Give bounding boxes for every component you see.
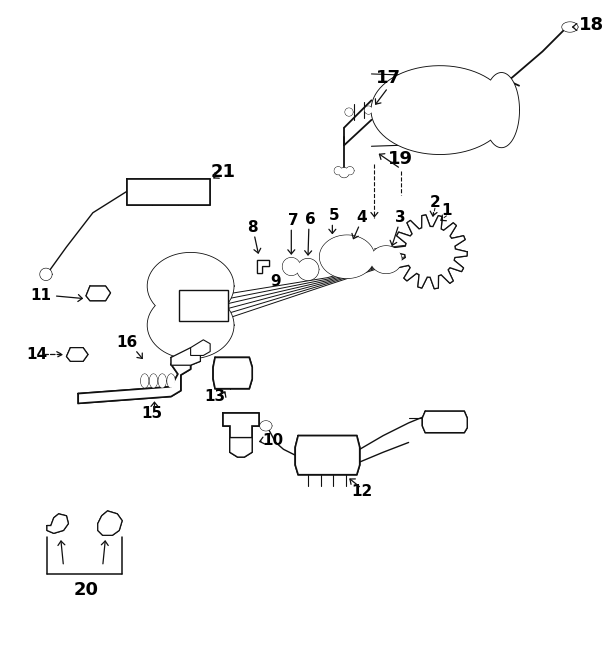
- Text: 4: 4: [356, 210, 367, 225]
- Text: 9: 9: [270, 274, 281, 289]
- Polygon shape: [370, 246, 402, 274]
- Text: 18: 18: [579, 16, 604, 34]
- Polygon shape: [295, 436, 360, 475]
- Polygon shape: [127, 179, 210, 205]
- Polygon shape: [230, 438, 252, 457]
- Text: 17: 17: [376, 69, 401, 87]
- Text: 14: 14: [27, 347, 48, 362]
- Polygon shape: [378, 253, 394, 266]
- Polygon shape: [346, 167, 354, 175]
- Polygon shape: [141, 374, 149, 388]
- Text: 13: 13: [204, 389, 226, 404]
- Polygon shape: [67, 348, 88, 361]
- Text: 20: 20: [74, 581, 99, 599]
- Polygon shape: [335, 167, 342, 175]
- Polygon shape: [191, 340, 210, 355]
- Text: 21: 21: [210, 163, 235, 181]
- Polygon shape: [148, 253, 234, 319]
- Polygon shape: [260, 421, 272, 431]
- Polygon shape: [341, 252, 353, 262]
- Polygon shape: [339, 168, 349, 177]
- Text: 15: 15: [141, 406, 162, 420]
- Polygon shape: [562, 22, 578, 32]
- Polygon shape: [149, 374, 157, 388]
- Polygon shape: [422, 411, 467, 433]
- Polygon shape: [283, 258, 300, 276]
- Polygon shape: [424, 245, 437, 259]
- Polygon shape: [416, 237, 445, 266]
- Text: 1: 1: [442, 203, 452, 218]
- Polygon shape: [303, 264, 313, 274]
- Text: 6: 6: [306, 212, 316, 227]
- Polygon shape: [223, 413, 259, 438]
- Text: 12: 12: [351, 484, 372, 499]
- Text: 7: 7: [288, 213, 298, 228]
- Polygon shape: [492, 90, 510, 129]
- Polygon shape: [171, 348, 200, 365]
- Polygon shape: [86, 286, 111, 301]
- Polygon shape: [213, 357, 252, 388]
- Text: 19: 19: [388, 150, 413, 168]
- Text: 3: 3: [396, 210, 406, 225]
- Polygon shape: [179, 290, 227, 321]
- Polygon shape: [484, 73, 519, 147]
- Polygon shape: [159, 374, 166, 388]
- Polygon shape: [257, 260, 269, 274]
- Polygon shape: [47, 514, 68, 533]
- Polygon shape: [98, 511, 122, 535]
- Polygon shape: [365, 106, 373, 114]
- Polygon shape: [297, 259, 319, 280]
- Polygon shape: [148, 292, 234, 359]
- Polygon shape: [433, 95, 463, 125]
- Polygon shape: [407, 79, 482, 141]
- Polygon shape: [332, 244, 362, 270]
- Text: 10: 10: [262, 433, 283, 448]
- Polygon shape: [40, 268, 52, 280]
- Text: 2: 2: [430, 195, 440, 210]
- Polygon shape: [393, 215, 467, 289]
- Polygon shape: [371, 66, 508, 154]
- Text: 11: 11: [30, 288, 51, 303]
- Polygon shape: [78, 357, 191, 403]
- Polygon shape: [167, 374, 175, 388]
- Text: 5: 5: [329, 208, 339, 223]
- Text: 16: 16: [116, 335, 138, 350]
- Text: 8: 8: [247, 220, 258, 235]
- Polygon shape: [345, 108, 353, 116]
- Polygon shape: [319, 235, 374, 278]
